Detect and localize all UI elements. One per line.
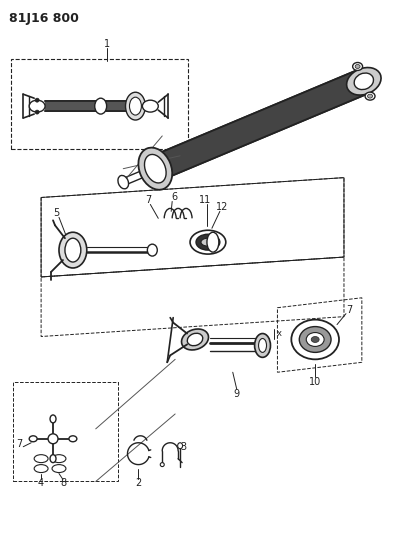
Text: 3: 3: [180, 442, 186, 452]
Ellipse shape: [50, 415, 56, 423]
Text: 11: 11: [199, 196, 211, 205]
Ellipse shape: [35, 98, 39, 102]
Ellipse shape: [291, 320, 339, 359]
Ellipse shape: [259, 338, 267, 352]
Text: 7: 7: [16, 439, 23, 449]
Ellipse shape: [353, 62, 363, 70]
Ellipse shape: [138, 148, 172, 190]
Ellipse shape: [65, 238, 81, 262]
Ellipse shape: [34, 465, 48, 473]
Ellipse shape: [355, 64, 360, 68]
Ellipse shape: [299, 327, 331, 352]
Ellipse shape: [160, 463, 164, 466]
Text: 8: 8: [60, 479, 66, 488]
Bar: [13, 382, 118, 481]
Ellipse shape: [190, 230, 226, 254]
Ellipse shape: [48, 434, 58, 444]
Ellipse shape: [35, 110, 39, 114]
Ellipse shape: [255, 334, 270, 357]
Ellipse shape: [181, 329, 209, 350]
Text: 5: 5: [53, 208, 59, 219]
Ellipse shape: [69, 436, 77, 442]
Polygon shape: [150, 69, 369, 181]
Text: 2: 2: [135, 479, 141, 488]
Ellipse shape: [354, 73, 373, 90]
Text: x: x: [277, 329, 282, 338]
Text: 81J16 800: 81J16 800: [10, 12, 79, 25]
Ellipse shape: [306, 333, 324, 346]
Ellipse shape: [52, 465, 66, 473]
Text: 4: 4: [38, 479, 44, 488]
Ellipse shape: [95, 98, 107, 114]
Ellipse shape: [145, 155, 166, 183]
Text: 10: 10: [309, 377, 321, 387]
Ellipse shape: [52, 455, 66, 463]
Text: 1: 1: [104, 38, 110, 49]
Ellipse shape: [29, 100, 45, 112]
Ellipse shape: [196, 234, 220, 250]
Ellipse shape: [367, 94, 373, 98]
Ellipse shape: [346, 68, 381, 95]
Text: 12: 12: [216, 203, 228, 213]
Ellipse shape: [29, 436, 37, 442]
Ellipse shape: [187, 333, 203, 346]
Bar: [11, 60, 188, 149]
Text: 7: 7: [145, 196, 152, 205]
Ellipse shape: [50, 455, 56, 463]
Ellipse shape: [201, 238, 215, 246]
Ellipse shape: [147, 244, 157, 256]
Ellipse shape: [207, 232, 219, 252]
Ellipse shape: [129, 97, 141, 115]
Ellipse shape: [311, 336, 319, 343]
Text: 9: 9: [234, 389, 240, 399]
Ellipse shape: [178, 443, 183, 449]
Ellipse shape: [143, 100, 158, 112]
Ellipse shape: [118, 175, 129, 189]
Ellipse shape: [59, 232, 87, 268]
Text: 6: 6: [171, 192, 177, 203]
Text: 7: 7: [346, 305, 352, 314]
Bar: [45, 101, 130, 111]
Ellipse shape: [126, 92, 145, 120]
Ellipse shape: [34, 455, 48, 463]
Ellipse shape: [365, 92, 375, 100]
